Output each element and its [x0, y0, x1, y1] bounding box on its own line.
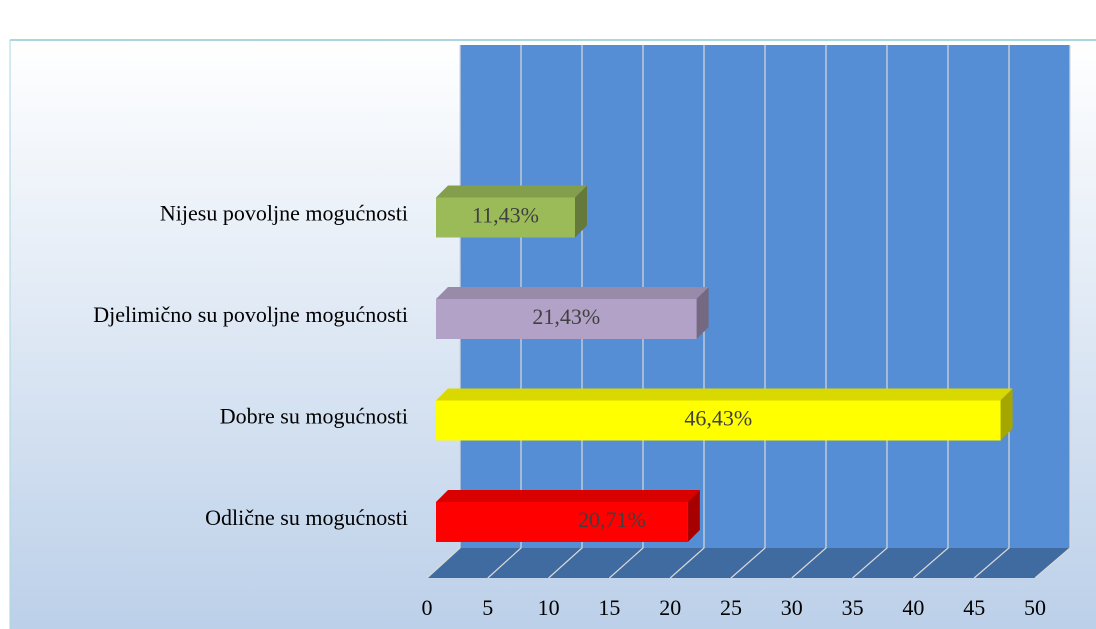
value-label: 20,71%: [578, 507, 646, 532]
bar: [436, 502, 688, 542]
y-tick-label: Djelimično su povoljne mogućnosti: [93, 302, 408, 327]
value-label: 11,43%: [472, 203, 539, 228]
value-label: 21,43%: [532, 304, 600, 329]
y-tick-label: Dobre su mogućnosti: [220, 404, 408, 429]
x-tick-label: 25: [720, 595, 742, 620]
bar-top: [436, 287, 709, 299]
bar-side: [687, 490, 700, 542]
x-tick-label: 20: [659, 595, 681, 620]
bar: [436, 400, 1001, 441]
x-tick-label: 5: [482, 595, 493, 620]
x-tick-label: 35: [842, 595, 864, 620]
x-tick-label: 50: [1024, 595, 1046, 620]
x-tick-label: 10: [538, 595, 560, 620]
grid-line: [1034, 45, 1071, 579]
x-tick-label: 40: [902, 595, 924, 620]
y-tick-label: Nijesu povoljne mogućnosti: [160, 201, 408, 226]
bar-side: [1000, 388, 1013, 441]
bar-top: [436, 185, 587, 198]
bar: [436, 197, 575, 238]
bar-top: [436, 388, 1013, 401]
grid-line: [669, 45, 705, 579]
y-tick-label: Odlične su mogućnosti: [205, 505, 408, 530]
grid-line: [913, 45, 949, 579]
grid-line: [791, 45, 827, 579]
bar-side: [696, 287, 709, 339]
grid-line: [609, 45, 644, 579]
x-tick-label: 30: [781, 595, 803, 620]
value-label: 46,43%: [684, 406, 752, 431]
bar-side: [574, 185, 587, 238]
grid-line: [973, 45, 1010, 579]
grid-line: [852, 45, 888, 579]
bar-top: [436, 490, 700, 502]
x-tick-label: 15: [598, 595, 620, 620]
x-tick-label: 45: [963, 595, 985, 620]
grid-line: [730, 45, 766, 579]
bar: [436, 299, 697, 339]
x-tick-label: 0: [422, 595, 433, 620]
